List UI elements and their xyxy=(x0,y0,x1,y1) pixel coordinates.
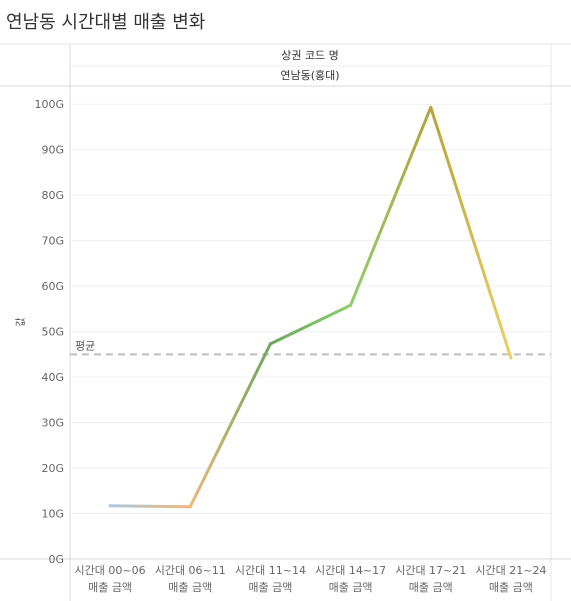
x-tick-label: 시간대 06~11 매출 금액 xyxy=(155,564,226,594)
y-tick-label: 50G xyxy=(41,326,64,339)
y-tick-label: 0G xyxy=(48,553,64,566)
data-point xyxy=(188,505,192,509)
data-point xyxy=(429,105,433,109)
x-tick-label: 시간대 00~06 매출 금액 xyxy=(75,564,146,594)
y-tick-labels: 0G 10G 20G 30G 40G 50G 60G 70G 80G 90G 100G xyxy=(34,98,64,566)
series-line xyxy=(108,105,513,509)
x-tick-label: 시간대 11~14 매출 금액 xyxy=(235,564,306,594)
y-tick-label: 30G xyxy=(41,417,64,430)
average-reference-label: 평균 xyxy=(75,339,95,352)
line-segment xyxy=(429,105,513,360)
data-point xyxy=(108,504,112,508)
y-tick-label: 10G xyxy=(41,508,64,521)
y-tick-label: 70G xyxy=(41,235,64,248)
y-tick-label: 90G xyxy=(41,144,64,157)
data-point xyxy=(349,303,353,307)
line-segment xyxy=(188,342,272,509)
data-point xyxy=(509,356,513,360)
reference-line-group: 평균 xyxy=(70,339,551,356)
y-tick-label: 20G xyxy=(41,462,64,475)
x-tick-label: 시간대 17~21 매출 금액 xyxy=(395,564,466,594)
page-title: 연남동 시간대별 매출 변화 xyxy=(6,12,206,33)
x-tick-label: 시간대 21~24 매출 금액 xyxy=(475,564,546,594)
x-tick-labels: 시간대 00~06 매출 금액 시간대 06~11 매출 금액 시간대 11~14 매출 … xyxy=(75,564,547,594)
y-tick-label: 40G xyxy=(41,371,64,384)
header-field-label: 상권 코드 명 xyxy=(281,49,339,62)
x-tick-label: 시간대 14~17 매출 금액 xyxy=(315,564,386,594)
y-tick-label: 80G xyxy=(41,189,64,202)
y-tick-label: 100G xyxy=(34,98,64,111)
line-segment xyxy=(349,105,433,307)
header-field-value: 연남동(홍대) xyxy=(280,68,339,82)
gridlines xyxy=(70,103,551,515)
y-tick-label: 60G xyxy=(41,280,64,293)
line-segment xyxy=(268,303,353,346)
y-axis-label: 값 xyxy=(15,317,27,326)
data-point xyxy=(268,342,272,346)
line-segment xyxy=(108,504,192,509)
